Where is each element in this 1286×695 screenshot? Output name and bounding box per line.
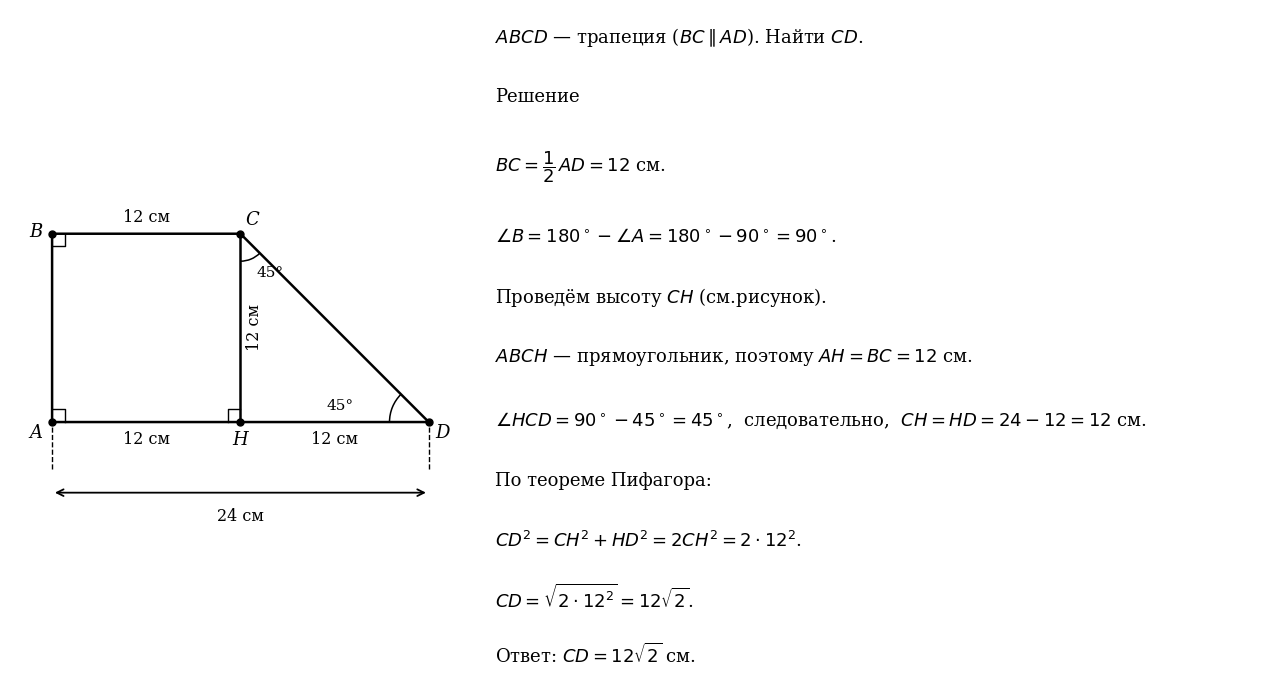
Text: B: B	[30, 223, 42, 241]
Text: $CD^2 = CH^2 + HD^2 = 2CH^2 = 2 \cdot 12^2$.: $CD^2 = CH^2 + HD^2 = 2CH^2 = 2 \cdot 12…	[495, 531, 802, 551]
Text: $ABCD$ — трапеция ($BC \parallel AD$). Найти $CD$.: $ABCD$ — трапеция ($BC \parallel AD$). Н…	[495, 26, 864, 49]
Text: Решение: Решение	[495, 88, 580, 106]
Text: H: H	[233, 432, 248, 450]
Text: $\angle HCD = 90^\circ - 45^\circ = 45^\circ$,  следовательно,  $CH = HD = 24 - : $\angle HCD = 90^\circ - 45^\circ = 45^\…	[495, 411, 1147, 431]
Text: 24 см: 24 см	[217, 508, 264, 525]
Text: 12 см: 12 см	[122, 209, 170, 226]
Text: 45°: 45°	[256, 266, 283, 280]
Text: По теореме Пифагора:: По теореме Пифагора:	[495, 472, 712, 490]
Text: Ответ: $CD = 12\sqrt{2}$ см.: Ответ: $CD = 12\sqrt{2}$ см.	[495, 642, 697, 667]
Text: A: A	[30, 424, 42, 441]
Text: $\angle B = 180^\circ - \angle A = 180^\circ - 90^\circ = 90^\circ$.: $\angle B = 180^\circ - \angle A = 180^\…	[495, 229, 837, 247]
Text: 45°: 45°	[327, 400, 354, 414]
Text: $CD = \sqrt{2 \cdot 12^2} = 12\sqrt{2}$.: $CD = \sqrt{2 \cdot 12^2} = 12\sqrt{2}$.	[495, 584, 694, 612]
Text: $ABCH$ — прямоугольник, поэтому $AH = BC = 12$ см.: $ABCH$ — прямоугольник, поэтому $AH = BC…	[495, 347, 972, 368]
Text: Проведём высоту $CH$ (см.рисунок).: Проведём высоту $CH$ (см.рисунок).	[495, 286, 827, 309]
Text: 12 см: 12 см	[311, 432, 358, 448]
Text: $BC = \dfrac{1}{2}\,AD = 12$ см.: $BC = \dfrac{1}{2}\,AD = 12$ см.	[495, 149, 666, 185]
Text: 12 см: 12 см	[246, 304, 264, 352]
Text: D: D	[435, 424, 449, 441]
Text: 12 см: 12 см	[122, 432, 170, 448]
Text: C: C	[246, 211, 258, 229]
